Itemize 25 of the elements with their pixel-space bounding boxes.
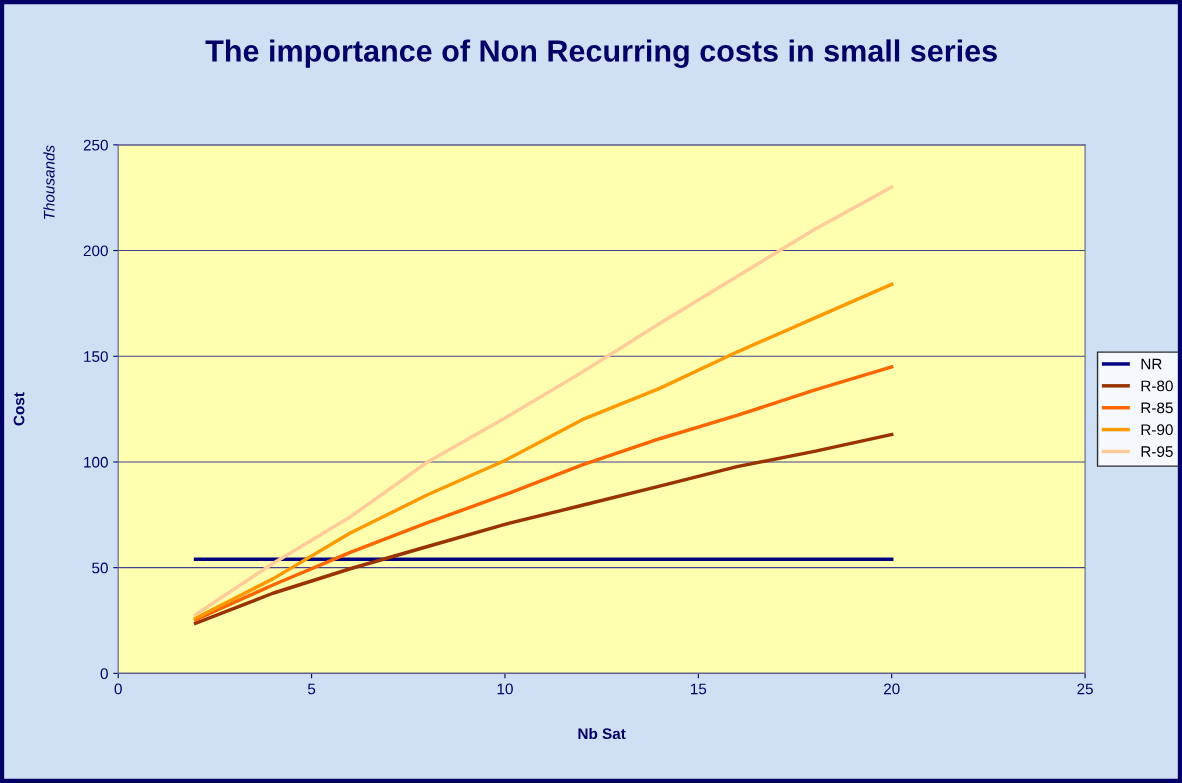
line-series [193,365,894,622]
line-series [193,282,894,620]
x-tick-label: 25 [1077,683,1093,695]
y-tick-label: 50 [92,562,108,574]
chart-title: The importance of Non Recurring costs in small series [205,39,997,68]
y-tick-label: 100 [84,456,108,468]
text: Thousands [43,145,55,220]
y-axis-title: Cost [13,392,25,426]
legend-label: R-85 [1141,402,1173,414]
y-tick-label: 250 [83,139,108,151]
legend-label: R-90 [1141,424,1173,436]
legend-label: NR [1141,358,1162,370]
x-tick-label: 10 [497,683,513,695]
y-tick-label: 150 [84,351,108,362]
x-tick-label: 0 [114,683,122,695]
y-tick-label: 200 [83,245,108,257]
line-series [193,432,894,626]
line-series [193,185,894,617]
y-tick-label: 0 [100,668,108,680]
legend-label: R-95 [1141,446,1173,457]
x-tick-label: 5 [307,683,316,695]
x-tick-label: 15 [690,683,707,695]
legend-label: R-80 [1141,380,1173,392]
x-tick-label: 20 [883,683,900,695]
x-axis-title: Nb Sat [578,727,626,740]
